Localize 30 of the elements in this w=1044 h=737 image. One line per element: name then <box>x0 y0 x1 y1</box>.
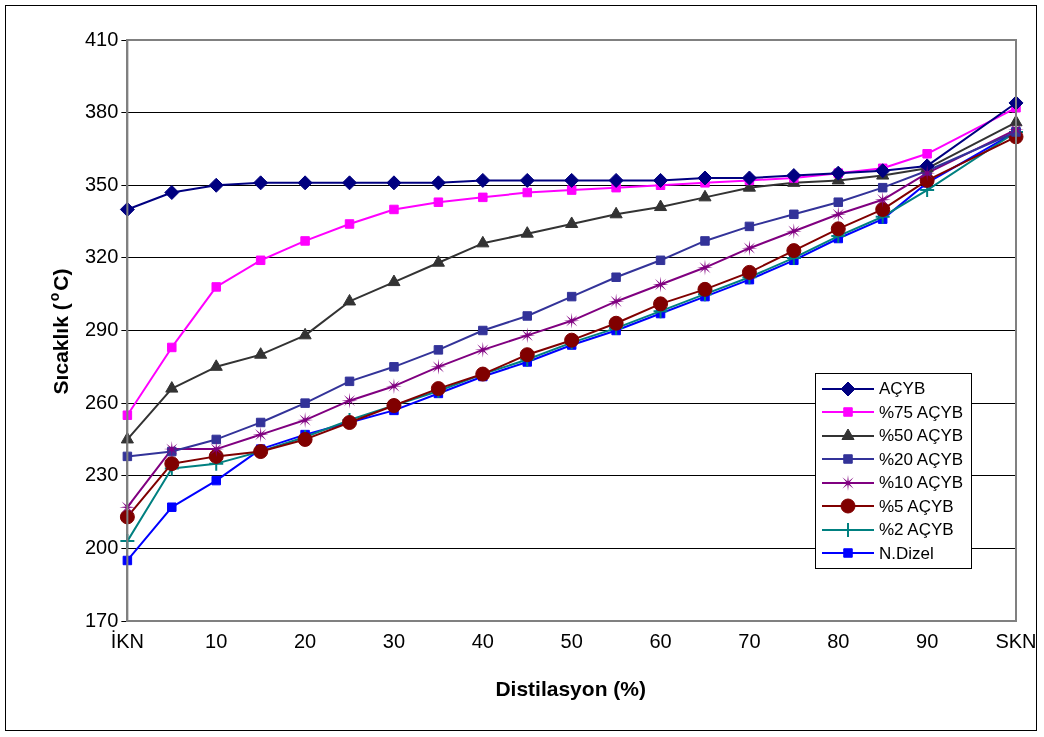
legend-label: %10 AÇYB <box>879 472 964 494</box>
y-tick-label: 350 <box>84 172 119 195</box>
y-axis-title: Sıcaklık (oC) <box>45 268 72 395</box>
legend-label: %2 AÇYB <box>879 519 954 541</box>
x-tick-label: 90 <box>916 629 939 652</box>
y-tick-label: 380 <box>84 100 119 123</box>
x-tick-label: 60 <box>649 629 672 652</box>
y-tick-label: 320 <box>84 245 119 268</box>
x-axis-title: Distilasyon (%) <box>495 676 646 700</box>
y-tick-label: 410 <box>84 27 119 50</box>
legend-label: N.Dizel <box>879 542 934 565</box>
x-tick-label: 50 <box>560 629 583 652</box>
y-tick-label: 170 <box>84 608 119 631</box>
x-tick-label: 40 <box>471 629 494 652</box>
legend-label: %75 AÇYB <box>879 401 964 424</box>
y-tick-label: 290 <box>84 318 119 341</box>
legend-label: %50 AÇYB <box>879 425 964 447</box>
x-tick-label: 80 <box>827 629 850 652</box>
x-tick-label: 20 <box>293 629 317 652</box>
x-tick-label: 70 <box>738 629 761 652</box>
legend-label: AÇYB <box>879 378 926 400</box>
y-tick-label: 260 <box>84 390 119 413</box>
y-tick-label: 200 <box>84 535 119 558</box>
y-tick-label: 230 <box>84 463 119 486</box>
x-tick-label: İKN <box>110 629 145 652</box>
x-tick-label: 10 <box>205 629 228 652</box>
x-tick-label: 30 <box>382 629 406 652</box>
legend-label: %20 AÇYB <box>879 448 964 471</box>
legend-label: %5 AÇYB <box>879 495 954 518</box>
x-tick-label: SKN <box>995 629 1037 652</box>
